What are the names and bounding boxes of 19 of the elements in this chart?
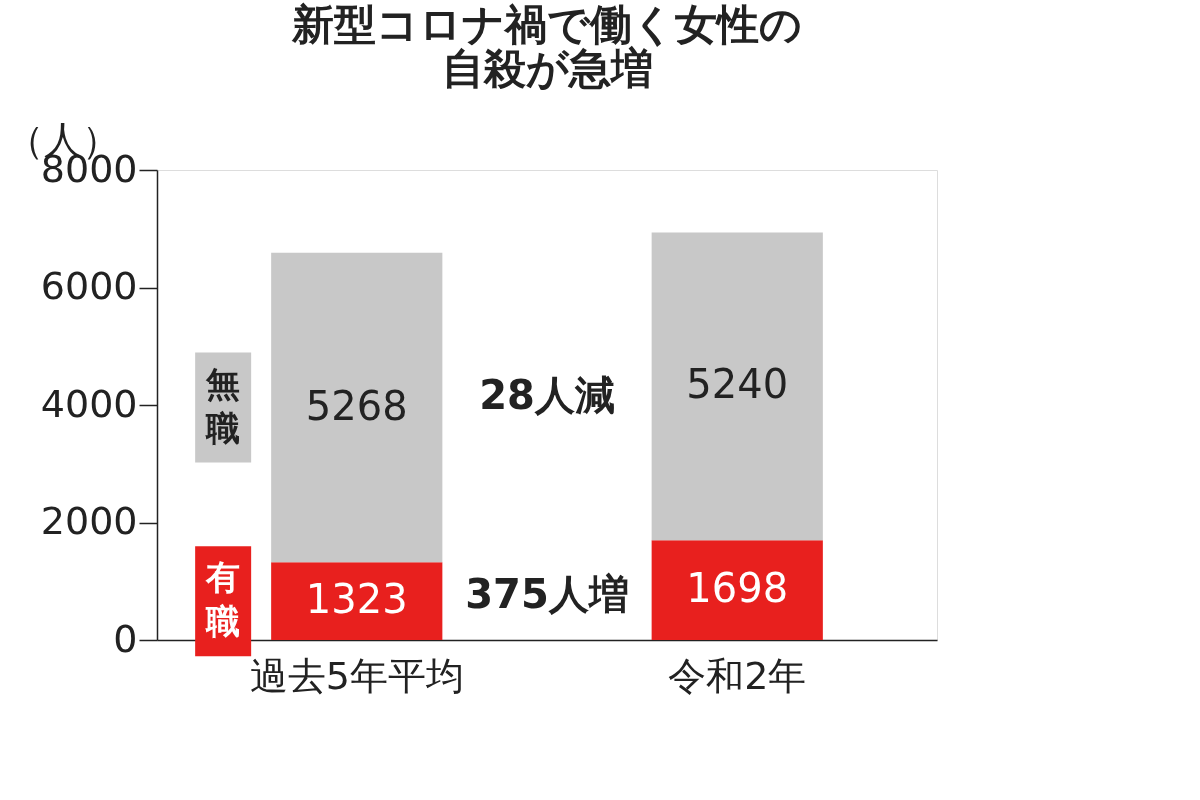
data-label: 1323 xyxy=(305,576,408,623)
y-tick-label: 2000 xyxy=(40,499,138,543)
chart-title: 新型コロナ禍で働く女性の自殺が急増 xyxy=(291,0,802,93)
y-tick-label: 0 xyxy=(113,616,138,661)
annotation: 28人減 xyxy=(479,371,615,418)
annotation: 375人増 xyxy=(465,570,629,617)
bar xyxy=(271,252,443,563)
bar xyxy=(651,232,823,541)
bar xyxy=(271,562,443,640)
data-label: 5268 xyxy=(305,382,408,429)
data-label: 1698 xyxy=(686,565,789,612)
data-label: 5240 xyxy=(686,361,789,408)
y-tick-label: 6000 xyxy=(40,264,138,308)
bar xyxy=(651,540,823,640)
x-tick-label: 令和2年 xyxy=(668,653,807,698)
y-tick-label: 4000 xyxy=(40,381,138,426)
series-label: 有職 xyxy=(205,557,241,642)
series-label: 無職 xyxy=(205,363,241,448)
x-tick-label: 過去5年平均 xyxy=(249,653,464,698)
